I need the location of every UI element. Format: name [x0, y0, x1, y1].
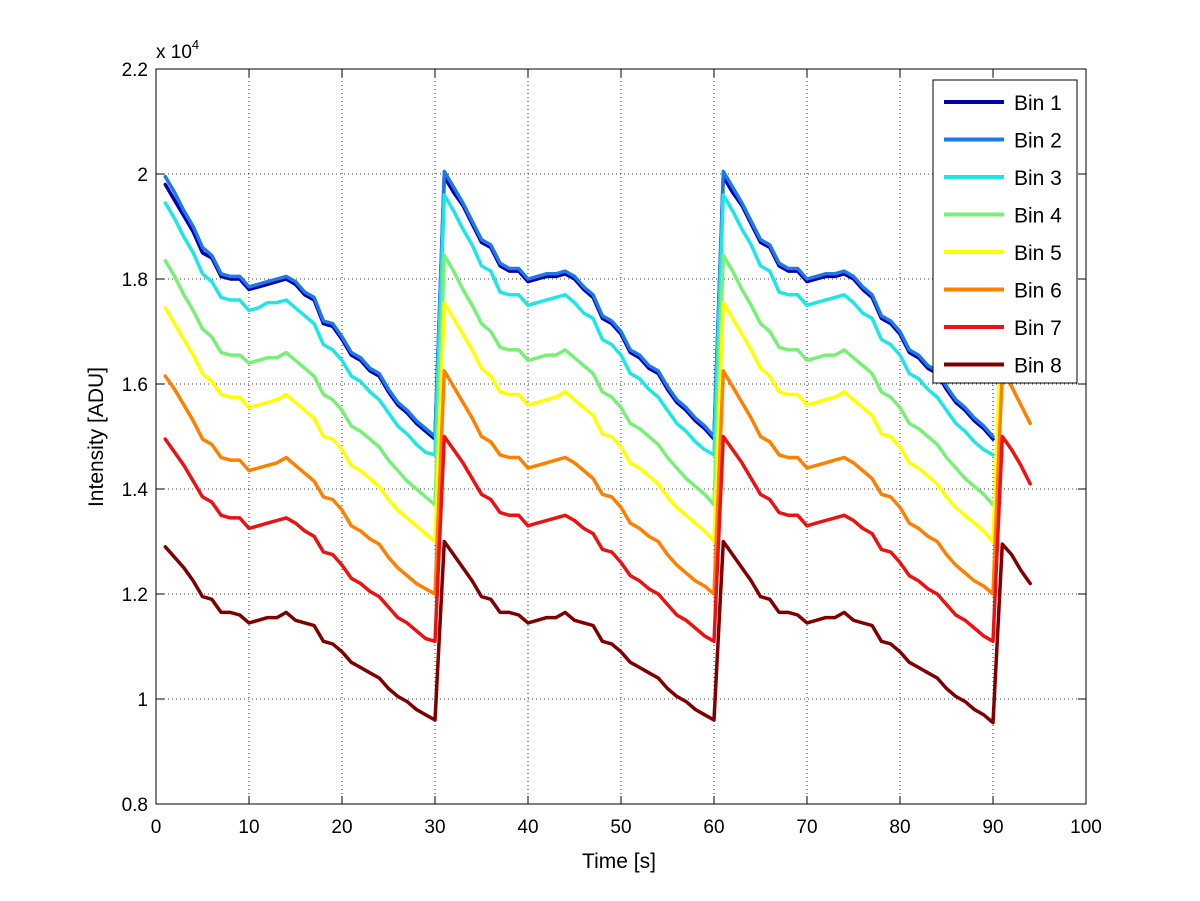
series-line-bin-2	[163, 169, 995, 439]
legend-label-bin-8: Bin 8	[1014, 355, 1062, 378]
y-axis-multiplier-base: x 10	[156, 42, 192, 63]
y-axis-multiplier-exponent: 4	[192, 37, 199, 52]
y-tick-label: 1.6	[122, 375, 148, 396]
x-tick-label: 10	[238, 817, 259, 838]
legend-label-bin-7: Bin 7	[1014, 317, 1062, 340]
legend-label-bin-1: Bin 1	[1014, 92, 1062, 115]
y-axis-multiplier: x 104	[156, 37, 199, 63]
x-tick-label: 40	[517, 817, 538, 838]
legend-label-bin-4: Bin 4	[1014, 205, 1062, 228]
y-tick-label: 2	[137, 165, 148, 186]
x-tick-label: 30	[424, 817, 445, 838]
y-tick-label: 1	[137, 690, 148, 711]
y-tick-label: 1.4	[122, 480, 149, 501]
x-tick-label: 60	[703, 817, 724, 838]
series-line-bin-6	[163, 369, 1032, 596]
y-tick-label: 1.2	[122, 585, 148, 606]
x-tick-label: 80	[889, 817, 910, 838]
series-lines	[163, 169, 1032, 725]
grid	[156, 69, 1086, 804]
x-tick-label: 50	[610, 817, 631, 838]
series-line-bin-5	[163, 298, 1032, 544]
x-tick-label: 100	[1070, 817, 1102, 838]
x-tick-label: 90	[982, 817, 1003, 838]
y-tick-label: 1.8	[122, 270, 148, 291]
legend-label-bin-2: Bin 2	[1014, 130, 1062, 153]
legend-label-bin-5: Bin 5	[1014, 242, 1062, 265]
x-tick-label: 0	[151, 817, 162, 838]
x-tick-label: 70	[796, 817, 817, 838]
legend-box	[932, 79, 1078, 384]
series-line-bin-8	[163, 539, 1032, 725]
legend: Bin 1 Bin 2 Bin 3 Bin 4 Bin 5 Bin 6 Bin 7 Bin 8	[932, 79, 1078, 384]
axis-ticks: 0 10 20 30 40 50 60 70 80 90 100 0.8 1 1.2 1.4 1.6 1.8 2 2…	[122, 60, 1102, 838]
y-tick-label: 0.8	[122, 795, 148, 816]
x-axis-label: Time [s]	[582, 850, 656, 873]
series-line-bin-3	[163, 193, 995, 457]
y-tick-label: 2.2	[122, 60, 148, 81]
x-tick-label: 20	[331, 817, 352, 838]
legend-label-bin-3: Bin 3	[1014, 167, 1062, 190]
y-axis-label: Intensity [ADU]	[85, 367, 108, 507]
series-line-bin-4	[163, 253, 995, 507]
legend-label-bin-6: Bin 6	[1014, 280, 1062, 303]
series-line-bin-7	[163, 434, 1032, 644]
